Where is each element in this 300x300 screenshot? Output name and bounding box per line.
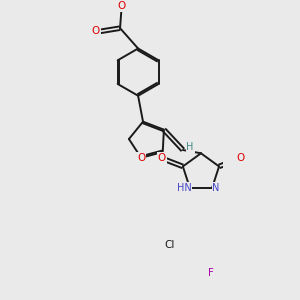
Text: Cl: Cl [165, 240, 175, 250]
Text: F: F [208, 268, 213, 278]
Text: O: O [158, 153, 166, 163]
Text: HN: HN [176, 183, 191, 193]
Text: O: O [236, 153, 244, 163]
Text: O: O [137, 153, 145, 163]
Text: O: O [92, 26, 100, 36]
Text: N: N [212, 183, 220, 193]
Text: O: O [118, 1, 126, 11]
Text: H: H [187, 142, 194, 152]
